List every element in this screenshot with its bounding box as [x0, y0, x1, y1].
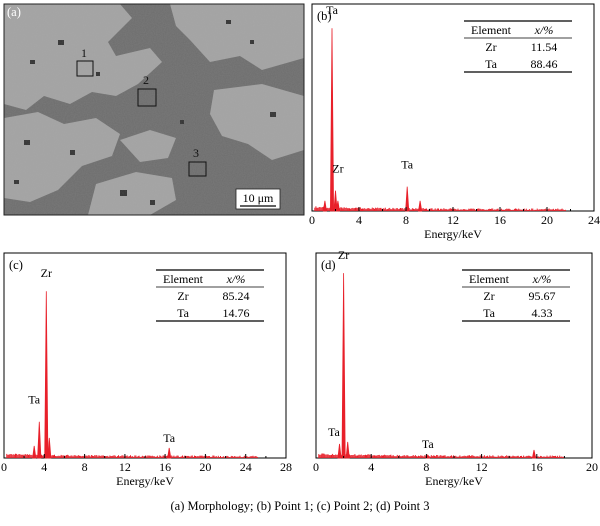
x-tick-label: 8	[423, 460, 429, 474]
peak-label: Zr	[338, 248, 349, 262]
panel-label: (c)	[9, 258, 23, 272]
composition-table: Element x/% Zr 85.24 Ta 14.76	[156, 269, 264, 322]
x-tick-label: 12	[119, 460, 131, 474]
x-tick-label: 4	[41, 460, 47, 474]
x-tick-label: 24	[240, 460, 252, 474]
peak-label: Zr	[41, 266, 52, 280]
marker-box-1	[76, 60, 94, 77]
panel-label: (b)	[317, 9, 332, 23]
table-cell-fraction: 4.33	[532, 306, 553, 320]
spectrum-peak	[167, 447, 172, 459]
panel-a-micrograph: (a) 1 2 3 10 μm	[3, 3, 305, 216]
spectrum-peak	[425, 454, 431, 459]
x-tick-label: 16	[531, 460, 543, 474]
marker-label-1: 1	[81, 46, 87, 60]
table-header-element: Element	[163, 272, 204, 286]
x-axis-label: Energy/keV	[424, 227, 482, 241]
x-tick-label: 0	[313, 460, 319, 474]
scale-bar-text: 10 μm	[243, 191, 274, 205]
composition-table: Element x/% Zr 11.54 Ta 88.46	[464, 20, 572, 73]
x-axis-label: Energy/keV	[116, 474, 174, 488]
spectrum-peak	[335, 200, 340, 212]
spectrum-peak	[32, 445, 37, 459]
table-cell-element: Zr	[177, 289, 188, 303]
scale-bar-box	[235, 188, 281, 210]
spectrum-peak	[405, 186, 410, 212]
table-cell-fraction: 95.67	[529, 289, 556, 303]
spectrum-peak	[418, 200, 423, 212]
peak-label: Ta	[401, 157, 413, 171]
table-cell-element: Zr	[485, 40, 496, 54]
table-header-element: Element	[471, 23, 512, 37]
composition-table: Element x/% Zr 95.67 Ta 4.33	[462, 269, 570, 322]
panel-c-spectrum: Zr Ta Ta (c) 0 4 8 12 16 20 24 28 Energy/keV Element x…	[1, 252, 292, 488]
table-header-fraction: x/%	[532, 272, 552, 286]
spectrum-peak	[44, 291, 49, 459]
table-cell-element: Ta	[177, 306, 189, 320]
spectrum-peak	[322, 200, 327, 212]
panel-label: (d)	[321, 258, 336, 272]
x-tick-label: 20	[541, 213, 553, 227]
spectrum-peak	[329, 28, 335, 212]
micrograph-frame	[3, 3, 305, 216]
spectrum-peak	[47, 437, 52, 459]
table-header-fraction: x/%	[534, 23, 554, 37]
x-tick-label: 16	[159, 460, 171, 474]
panel-label-a: (a)	[7, 5, 21, 19]
spectrum-peak	[37, 421, 42, 459]
x-tick-label: 16	[494, 213, 506, 227]
spectrum-peak	[345, 441, 350, 459]
micrograph-grain	[4, 4, 304, 215]
x-axis-label: Energy/keV	[425, 474, 483, 488]
x-tick-label: 28	[280, 460, 292, 474]
table-header-element: Element	[469, 272, 510, 286]
peak-label: Ta	[422, 437, 434, 451]
x-tick-label: 20	[199, 460, 211, 474]
table-cell-fraction: 88.46	[531, 57, 558, 71]
x-tick-label: 20	[586, 460, 598, 474]
x-tick-label: 8	[82, 460, 88, 474]
marker-box-3	[188, 161, 207, 177]
table-cell-element: Zr	[483, 289, 494, 303]
peak-label: Ta	[326, 3, 338, 17]
table-header-fraction: x/%	[226, 272, 246, 286]
x-tick-label: 8	[403, 213, 409, 227]
marker-box-2	[137, 88, 157, 107]
table-cell-element: Ta	[483, 306, 495, 320]
x-tick-label: 24	[588, 213, 600, 227]
table-cell-fraction: 14.76	[223, 306, 250, 320]
plot-frame	[311, 3, 595, 212]
x-tick-label: 4	[368, 460, 374, 474]
panel-d-spectrum: Zr Ta Ta (d) 0 4 8 12 16 20 Energy/keV Element x/% Zr…	[313, 248, 598, 488]
table-cell-fraction: 85.24	[223, 289, 250, 303]
figure-caption: (a) Morphology; (b) Point 1; (c) Point 2…	[170, 499, 430, 513]
x-tick-label: 0	[309, 213, 315, 227]
marker-label-3: 3	[193, 146, 199, 160]
x-tick-label: 4	[356, 213, 362, 227]
x-tick-label: 12	[447, 213, 459, 227]
marker-label-2: 2	[143, 73, 149, 87]
x-tick-label: 0	[1, 460, 7, 474]
peak-label: Ta	[28, 393, 40, 407]
spectrum-peak	[337, 443, 342, 459]
table-cell-element: Ta	[485, 57, 497, 71]
table-cell-fraction: 11.54	[531, 40, 558, 54]
x-tick-label: 12	[476, 460, 488, 474]
spectrum-peak	[531, 449, 537, 459]
peak-label: Ta	[328, 425, 340, 439]
peak-label: Ta	[163, 431, 175, 445]
peak-label: Zr	[332, 162, 343, 176]
